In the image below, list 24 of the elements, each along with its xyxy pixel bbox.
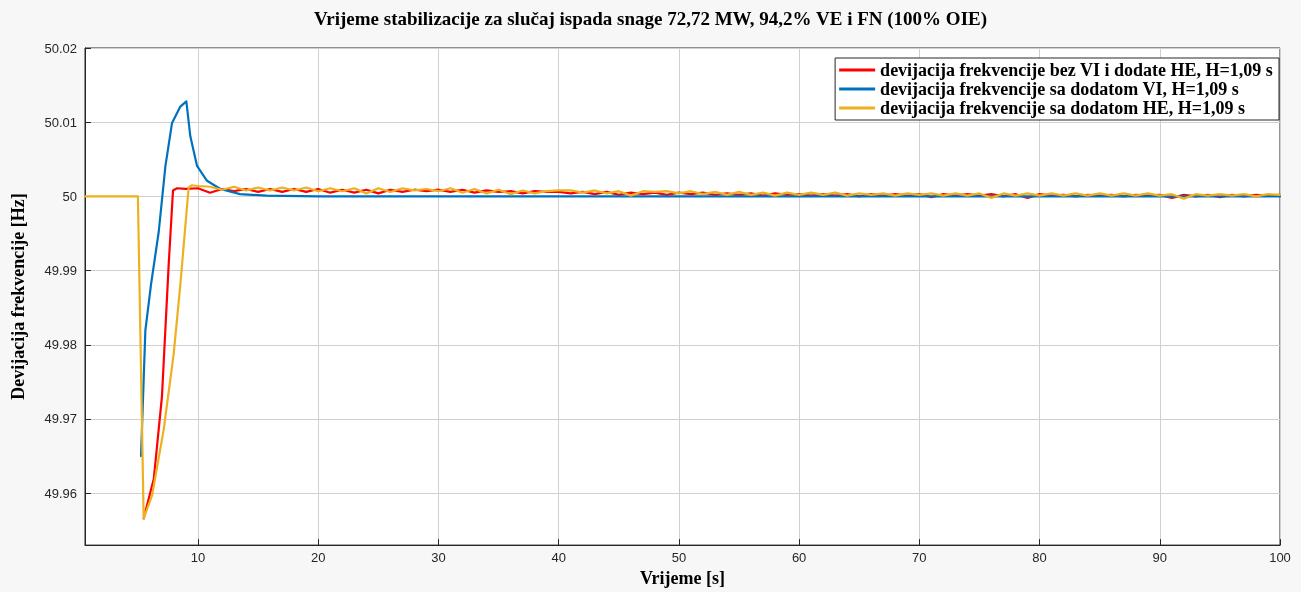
y-tick-label: 50 (62, 188, 77, 204)
x-tick-label: 60 (791, 550, 807, 566)
x-tick-label: 50 (671, 550, 687, 566)
y-tick-label: 49.98 (44, 337, 77, 353)
legend-label: devijacija frekvencije sa dodatom HE, H=1,09 s (880, 98, 1246, 118)
x-axis-title: Vrijeme [s] (639, 568, 726, 588)
x-tick-label: 40 (551, 550, 566, 566)
x-tick-label: 20 (311, 550, 326, 566)
legend-label: devijacija frekvencije bez VI i dodate HE, H=1,09 s (880, 60, 1273, 80)
x-tick-label: 70 (912, 550, 927, 566)
x-tick-label: 10 (190, 550, 206, 566)
legend-label: devijacija frekvencije sa dodatom VI, H=1,09 s (880, 79, 1239, 99)
chart-title: Vrijeme stabilizacije za slučaj ispada snage 72,72 MW, 94,2% VE i FN (100% OIE) (313, 8, 988, 30)
y-axis-title: Devijacija frekvencije [Hz] (8, 193, 28, 400)
y-tick-label: 50.01 (44, 114, 77, 130)
y-tick-label: 49.97 (44, 411, 77, 427)
x-tick-label: 100 (1269, 550, 1291, 566)
y-tick-label: 49.96 (44, 485, 77, 501)
x-tick-label: 90 (1152, 550, 1168, 566)
x-tick-label: 80 (1032, 550, 1047, 566)
y-tick-label: 50.02 (44, 40, 77, 56)
x-tick-label: 30 (431, 550, 446, 566)
y-tick-label: 49.99 (44, 263, 77, 279)
line-series (139, 100, 1282, 458)
